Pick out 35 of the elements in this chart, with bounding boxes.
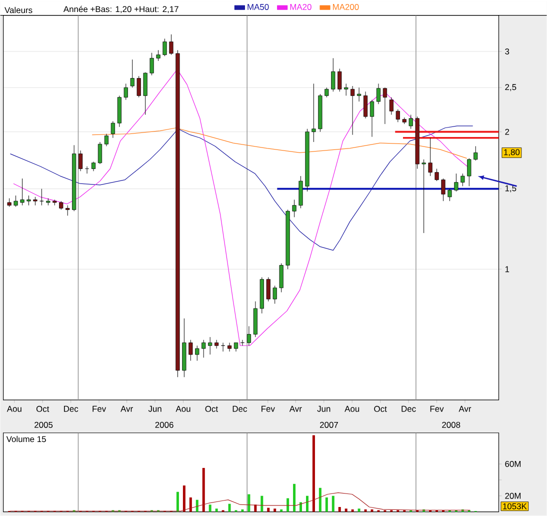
- x-tick-label: Avr: [289, 406, 302, 412]
- x-tick-label: Aou: [176, 406, 190, 412]
- y-tick-label: 60M: [505, 461, 521, 468]
- x2-tick-label: 2008: [442, 422, 460, 428]
- x2-tick-label: 2006: [155, 422, 174, 428]
- y-tick-label: 2,5: [505, 84, 516, 92]
- y-tick-label: 3: [505, 48, 510, 55]
- legend-label: MA20: [290, 4, 312, 10]
- legend-label: MA50: [248, 4, 269, 10]
- x-tick-label: Dec: [232, 406, 247, 412]
- y-tick-label: 20M: [505, 492, 521, 499]
- x-tick-label: Dec: [402, 406, 416, 412]
- x-tick-label: Aou: [6, 406, 22, 412]
- x-tick-label: Jun: [148, 406, 162, 412]
- legend-title: Valeurs: [4, 7, 32, 14]
- x-tick-label: Fev: [430, 406, 444, 412]
- x-tick-label: Fev: [92, 406, 106, 412]
- x-tick-label: Oct: [205, 406, 218, 412]
- x2-tick-label: 2007: [320, 422, 338, 428]
- x2-tick-label: 2005: [34, 422, 53, 428]
- chart-title: Volume 15: [6, 436, 46, 442]
- x-tick-label: Avr: [458, 406, 472, 412]
- x-tick-label: Oct: [36, 406, 50, 412]
- legend-label: MA200: [332, 4, 359, 10]
- x-tick-label: Oct: [374, 406, 387, 412]
- y-tick-label: 2: [505, 128, 510, 135]
- chart-subtitle: Année +Bas: 1,20 +Haut: 2,17: [63, 6, 178, 14]
- text: 1053K: [503, 503, 527, 510]
- x-tick-label: Dec: [64, 406, 78, 412]
- x-tick-label: Avr: [120, 406, 133, 412]
- x-tick-label: Jun: [317, 406, 330, 412]
- x-tick-label: Aou: [344, 406, 360, 412]
- text: 1,80: [504, 149, 520, 156]
- x-tick-label: Fev: [262, 406, 275, 412]
- y-tick-label: 1: [505, 266, 510, 272]
